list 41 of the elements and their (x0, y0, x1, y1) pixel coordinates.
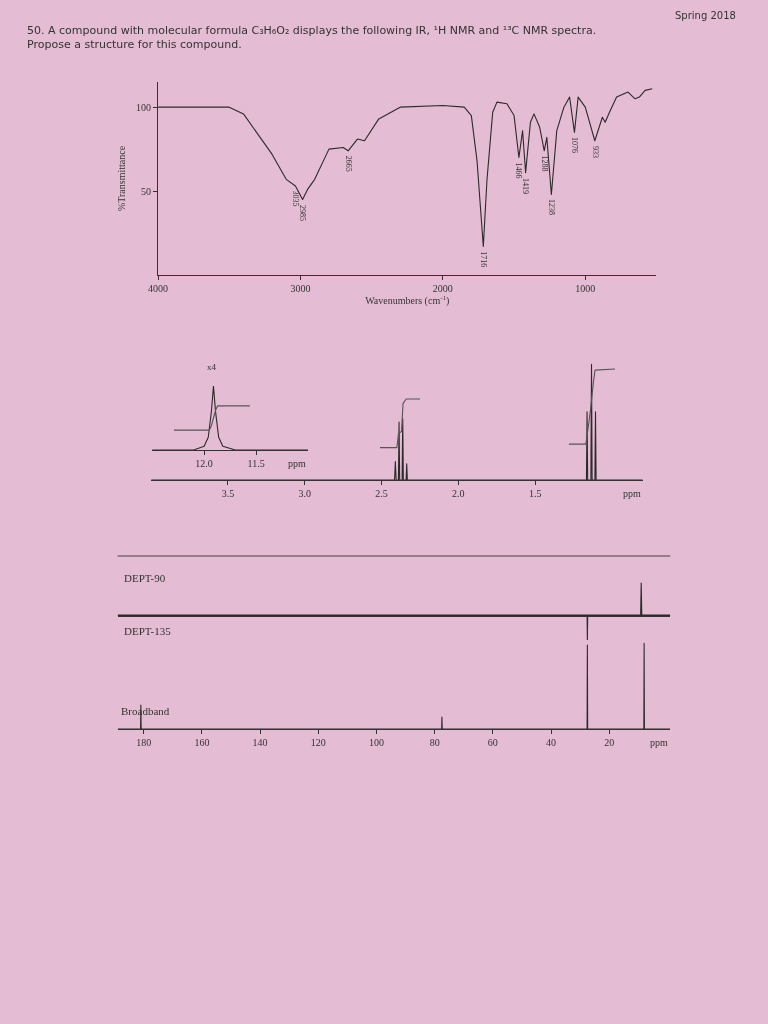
x-tick-label: 2000 (432, 283, 453, 294)
x-tick-label: 2.0 (452, 488, 465, 499)
x-tick-label: 180 (136, 737, 152, 748)
x-tick-label: 100 (368, 737, 384, 748)
annotation: 3035 (290, 190, 300, 207)
annotation: 2985 (298, 204, 308, 221)
annotation: 933 (590, 145, 600, 158)
x-tick-label: 80 (429, 737, 440, 748)
x-tick-label: 11.5 (247, 458, 265, 469)
x-tick-label: 2.5 (375, 488, 388, 499)
x-tick-label: 12.0 (195, 458, 213, 469)
annotation: 1288 (540, 155, 550, 172)
x-tick-label: 140 (252, 737, 268, 748)
annotation: x4 (207, 362, 217, 372)
x-tick-label: 20 (604, 737, 615, 748)
x-tick-label: 40 (546, 737, 557, 748)
x-axis-title: Wavenumbers (cm$^{-1}$) (365, 294, 450, 308)
x-tick-label: 3.0 (298, 488, 311, 499)
x-tick-label: 3.5 (221, 488, 235, 499)
annotation: 1076 (569, 136, 579, 153)
x-tick-label: 1000 (575, 283, 596, 294)
annotation: 2665 (343, 155, 353, 172)
x-tick-label: 160 (194, 737, 210, 748)
text: DEPT-135 (124, 625, 172, 637)
annotation: 1716 (478, 251, 488, 268)
x-axis-title: ppm (623, 488, 641, 499)
chart-title: 50. A compound with molecular formula C₃H₆O₂ displays the following IR, ¹H NMR and ¹³C NMR spectra. Propose a structure for this compound. (27, 24, 597, 52)
x-axis-title: ppm (650, 737, 668, 748)
x-axis-title: ppm (288, 458, 306, 469)
y-tick-label: 50 (141, 185, 152, 197)
x-tick-label: 4000 (148, 283, 169, 294)
annotation: 1466 (514, 162, 524, 179)
x-tick-label: 60 (487, 737, 498, 748)
x-tick-label: 120 (310, 737, 326, 748)
chart-title: DEPT-90 (124, 572, 166, 584)
y-axis-title: %Transmittance (116, 145, 128, 212)
text: Spring 2018 (675, 10, 736, 21)
x-tick-label: 3000 (290, 283, 311, 294)
annotation: 1419 (521, 178, 531, 195)
annotation: 1238 (546, 199, 556, 216)
x-tick-label: 1.5 (528, 488, 542, 499)
